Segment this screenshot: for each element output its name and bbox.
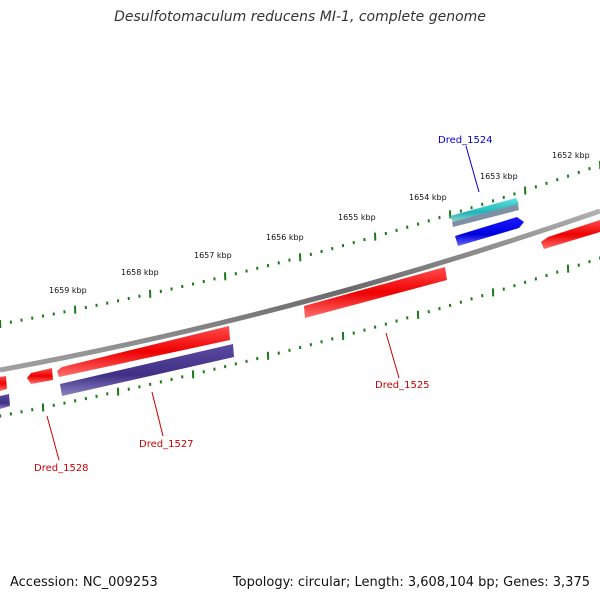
kbp-label-1658: 1658 kbp <box>121 268 159 277</box>
kbp-label-1654: 1654 kbp <box>409 193 447 202</box>
gene-label-dred-1527[interactable]: Dred_1527 <box>139 439 194 450</box>
gene-dred-1528[interactable] <box>27 368 53 384</box>
gene-dred-1527-reverse[interactable] <box>60 344 234 396</box>
map-title: Desulfotomaculum reducens MI-1, complete… <box>114 9 486 25</box>
gene-dred-1527[interactable] <box>57 326 230 377</box>
genome-backbone <box>0 208 600 373</box>
connector-dred-1524 <box>465 145 480 193</box>
gene-dred-1524-rna[interactable] <box>450 198 519 227</box>
gene-label-dred-1528[interactable]: Dred_1528 <box>34 463 89 474</box>
gene-left-edge-purple[interactable] <box>0 394 10 409</box>
gene-dred-1525[interactable] <box>304 267 447 318</box>
kbp-label-1652: 1652 kbp <box>552 151 590 160</box>
accession-text: Accession: NC_009253 <box>10 575 158 590</box>
gene-right-edge[interactable] <box>541 220 600 249</box>
kbp-label-1655: 1655 kbp <box>338 213 376 222</box>
connector-dred-1528 <box>46 415 60 461</box>
gene-dred-1524[interactable] <box>455 217 524 246</box>
kbp-label-1659: 1659 kbp <box>49 286 87 295</box>
inner-tick-track <box>0 256 600 418</box>
connector-dred-1525 <box>385 332 400 379</box>
gene-label-dred-1524[interactable]: Dred_1524 <box>438 135 493 146</box>
genome-summary-text: Topology: circular; Length: 3,608,104 bp… <box>232 575 590 590</box>
kbp-label-1657: 1657 kbp <box>194 251 232 260</box>
gene-label-dred-1525[interactable]: Dred_1525 <box>375 380 430 391</box>
outer-tick-track <box>0 161 600 329</box>
gene-left-edge-red[interactable] <box>0 376 7 391</box>
connector-dred-1527 <box>151 391 164 437</box>
kbp-label-1653: 1653 kbp <box>480 172 518 181</box>
kbp-label-1656: 1656 kbp <box>266 233 304 242</box>
